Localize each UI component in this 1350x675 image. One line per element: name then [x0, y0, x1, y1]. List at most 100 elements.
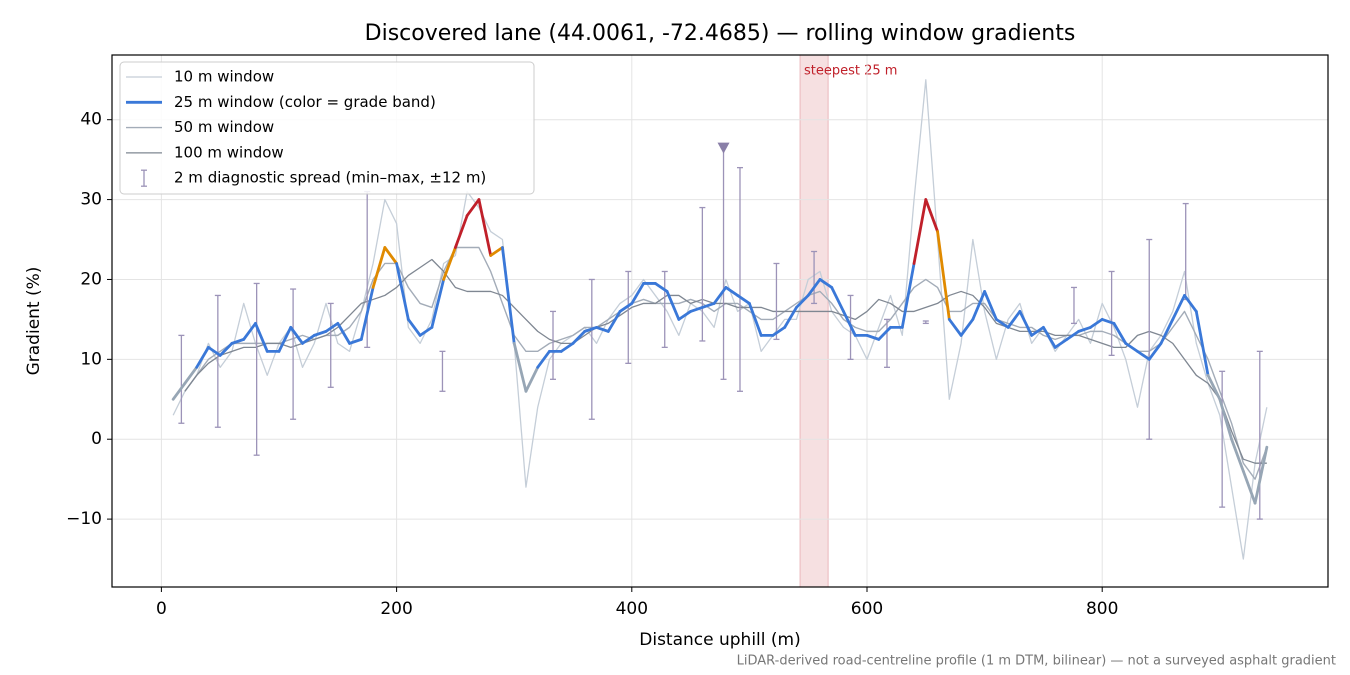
- series-line: [184, 258, 1267, 464]
- series-segment: [418, 325, 434, 337]
- footnote: LiDAR-derived road-centreline profile (1…: [737, 654, 1336, 669]
- series-segment: [1042, 325, 1057, 349]
- series-segment: [218, 341, 234, 357]
- series-segment: [1230, 437, 1245, 473]
- series-segment: [924, 198, 939, 233]
- series-segment: [453, 214, 469, 249]
- series-segment: [1171, 294, 1186, 321]
- series-segment: [865, 333, 881, 341]
- series-segment: [171, 381, 187, 401]
- series-segment: [536, 349, 551, 369]
- marker: [717, 142, 730, 154]
- series-segment: [406, 318, 422, 337]
- chart-title: Discovered lane (44.0061, -72.4685) — ro…: [365, 21, 1076, 46]
- series-segment: [1124, 341, 1139, 353]
- series-segment: [442, 246, 457, 281]
- series-segment: [277, 325, 293, 353]
- x-tick-label: 0: [156, 599, 167, 619]
- series-segment: [489, 246, 504, 257]
- series-segment: [771, 325, 787, 337]
- legend-label: 50 m window: [174, 118, 274, 136]
- series-segment: [1112, 321, 1128, 345]
- series-segment: [1206, 373, 1222, 401]
- series-segment: [1018, 310, 1034, 337]
- series-segment: [959, 318, 975, 337]
- series-segment: [336, 321, 351, 345]
- series-segment: [630, 282, 645, 305]
- series-segment: [230, 337, 246, 345]
- series-segment: [1053, 337, 1069, 349]
- series-segment: [971, 290, 987, 321]
- series-segment: [524, 365, 540, 393]
- series-segment: [301, 333, 316, 345]
- series-segment: [936, 230, 951, 321]
- series-segment: [183, 365, 199, 385]
- series-segment: [712, 286, 728, 305]
- series-segment: [571, 329, 587, 345]
- series-segment: [900, 262, 916, 329]
- series-segment: [795, 294, 810, 309]
- series-segment: [583, 325, 598, 333]
- series-segment: [912, 198, 928, 265]
- series-segment: [1006, 310, 1022, 329]
- series-segment: [724, 286, 740, 297]
- series-segment: [618, 302, 634, 313]
- plot-frame: [111, 54, 1329, 588]
- series-segment: [818, 278, 834, 289]
- series-segment: [595, 325, 610, 333]
- series-segment: [1159, 318, 1175, 345]
- series-segment: [371, 246, 387, 289]
- series-segment: [312, 329, 328, 337]
- series-line: [184, 246, 1268, 480]
- series-segment: [842, 310, 857, 337]
- y-tick-label: −10: [66, 509, 102, 529]
- series-segment: [348, 337, 363, 345]
- series-segment: [359, 286, 375, 341]
- legend-label: 25 m window (color = grade band): [174, 93, 436, 111]
- y-tick-label: 20: [80, 269, 102, 289]
- series-segment: [1241, 469, 1257, 505]
- series-segment: [947, 318, 963, 337]
- y-tick-label: 10: [80, 349, 102, 369]
- series-segment: [653, 282, 669, 293]
- series-segment: [195, 345, 210, 369]
- series-segment: [700, 302, 716, 309]
- series-segment: [430, 278, 446, 329]
- series-segment: [689, 306, 704, 313]
- series-segment: [1136, 349, 1151, 361]
- legend-label: 2 m diagnostic spread (min–max, ±12 m): [174, 169, 486, 187]
- series-segment: [383, 246, 398, 265]
- series-segment: [395, 262, 410, 321]
- series-segment: [994, 318, 1010, 329]
- x-axis-label: Distance uphill (m): [639, 630, 800, 650]
- series-segment: [1089, 318, 1104, 329]
- series-segment: [254, 321, 269, 353]
- series-segment: [1065, 329, 1081, 341]
- legend-label: 100 m window: [174, 143, 284, 161]
- highlight-label: steepest 25 m: [804, 64, 897, 79]
- x-tick-label: 800: [1086, 599, 1118, 619]
- series-segment: [1077, 325, 1092, 333]
- series-segment: [477, 198, 493, 257]
- x-tick-label: 400: [616, 599, 648, 619]
- series-segment: [465, 198, 481, 217]
- series-segment: [783, 306, 798, 329]
- series-segment: [1147, 341, 1163, 361]
- series-segment: [289, 325, 304, 345]
- y-tick-label: 0: [91, 429, 102, 449]
- highlight-band: [799, 54, 829, 588]
- series-segment: [1030, 325, 1045, 337]
- series-segment: [242, 321, 257, 341]
- series-segment: [324, 321, 340, 333]
- series-segment: [830, 286, 845, 313]
- series-segment: [806, 278, 822, 297]
- series-segment: [1100, 318, 1116, 325]
- series-segment: [512, 341, 528, 393]
- series-segment: [207, 345, 222, 357]
- legend-box: [119, 61, 535, 195]
- series-segment: [1183, 294, 1198, 313]
- series-segment: [559, 341, 575, 353]
- series-segment: [748, 302, 763, 337]
- x-tick-label: 600: [851, 599, 883, 619]
